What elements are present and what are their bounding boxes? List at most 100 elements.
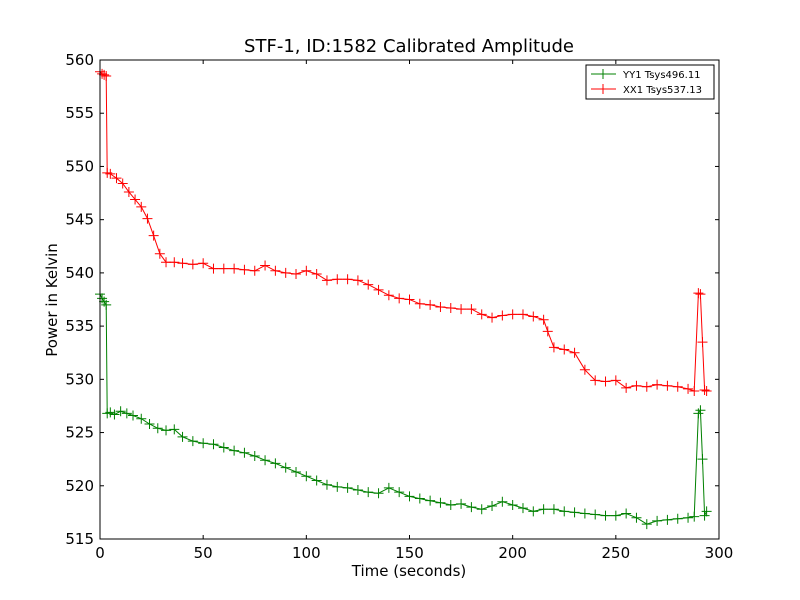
data-point	[689, 386, 700, 397]
data-point	[383, 290, 394, 301]
legend-swatch-marker	[598, 69, 608, 79]
legend-label: XX1 Tsys537.13	[623, 85, 702, 96]
legend-entry: YY1 Tsys496.11	[591, 69, 701, 81]
data-point	[270, 265, 281, 276]
data-point	[373, 284, 384, 295]
data-point	[291, 466, 302, 477]
y-tick-label: 555	[65, 104, 94, 122]
data-point	[144, 419, 155, 430]
data-point	[590, 509, 601, 520]
data-point	[105, 168, 116, 179]
data-point	[142, 213, 153, 224]
data-point	[123, 186, 134, 197]
data-point	[198, 438, 209, 449]
data-point	[683, 512, 694, 523]
data-point	[218, 442, 229, 453]
data-point	[542, 326, 553, 337]
data-point	[497, 310, 508, 321]
y-tick-label: 545	[65, 211, 94, 229]
data-point	[260, 455, 271, 466]
data-point	[229, 263, 240, 274]
data-point	[208, 263, 219, 274]
data-point	[456, 498, 467, 509]
data-point	[579, 364, 590, 375]
data-point	[517, 309, 528, 320]
data-point	[373, 488, 384, 499]
y-tick-label: 560	[65, 51, 94, 69]
data-point	[445, 303, 456, 314]
data-point	[404, 491, 415, 502]
x-tick-label: 200	[498, 544, 527, 562]
data-point	[169, 424, 180, 435]
data-point	[154, 248, 165, 259]
legend-entries: YY1 Tsys496.11 XX1 Tsys537.13	[591, 69, 702, 96]
data-point	[311, 268, 322, 279]
x-tick-label: 250	[602, 544, 631, 562]
data-point	[425, 495, 436, 506]
data-point	[538, 314, 549, 325]
data-point	[528, 506, 539, 517]
data-point	[414, 493, 425, 504]
data-point	[394, 487, 405, 498]
data-point	[321, 275, 332, 286]
data-point	[208, 439, 219, 450]
series-1	[95, 289, 712, 530]
data-point	[270, 458, 281, 469]
data-point	[342, 482, 353, 493]
data-point	[610, 375, 621, 386]
data-point	[579, 508, 590, 519]
data-point	[130, 194, 141, 205]
y-tick-label: 550	[65, 157, 94, 175]
data-point	[701, 386, 712, 397]
data-point	[425, 299, 436, 310]
data-point	[239, 447, 250, 458]
data-point	[697, 337, 708, 348]
data-point	[507, 309, 518, 320]
legend-label: YY1 Tsys496.11	[622, 70, 701, 81]
legend-box	[585, 64, 715, 100]
data-point	[177, 431, 188, 442]
series-2	[95, 66, 712, 397]
data-point	[161, 425, 172, 436]
data-point	[352, 275, 363, 286]
data-point	[280, 267, 291, 278]
data-point	[249, 450, 260, 461]
y-axis-label: Power in Kelvin	[43, 243, 61, 357]
legend-entry: XX1 Tsys537.13	[591, 84, 702, 96]
y-tick-label: 540	[65, 264, 94, 282]
y-tick-label: 515	[65, 530, 94, 548]
series-layer	[95, 66, 712, 530]
x-tick-label: 150	[395, 544, 424, 562]
x-tick-label: 0	[95, 544, 105, 562]
data-point	[497, 496, 508, 507]
data-point	[476, 504, 487, 515]
data-point	[683, 383, 694, 394]
data-point	[121, 408, 132, 419]
data-point	[695, 289, 706, 300]
data-point	[689, 511, 700, 522]
data-point	[198, 258, 209, 269]
data-point	[631, 512, 642, 523]
data-point	[404, 294, 415, 305]
x-tick-label: 100	[292, 544, 321, 562]
data-point	[697, 454, 708, 465]
data-point	[394, 293, 405, 304]
data-point	[435, 301, 446, 312]
data-point	[301, 265, 312, 276]
data-point	[641, 381, 652, 392]
data-point	[662, 514, 673, 525]
data-point	[652, 379, 663, 390]
data-point	[701, 506, 712, 517]
data-point	[699, 384, 710, 395]
data-point	[507, 499, 518, 510]
data-point	[466, 502, 477, 513]
data-point	[652, 515, 663, 526]
data-point	[590, 375, 601, 386]
data-point	[435, 497, 446, 508]
data-point	[631, 380, 642, 391]
data-point	[621, 382, 632, 393]
data-point	[111, 173, 122, 184]
data-point	[169, 257, 180, 268]
y-tick-label: 535	[65, 317, 94, 335]
